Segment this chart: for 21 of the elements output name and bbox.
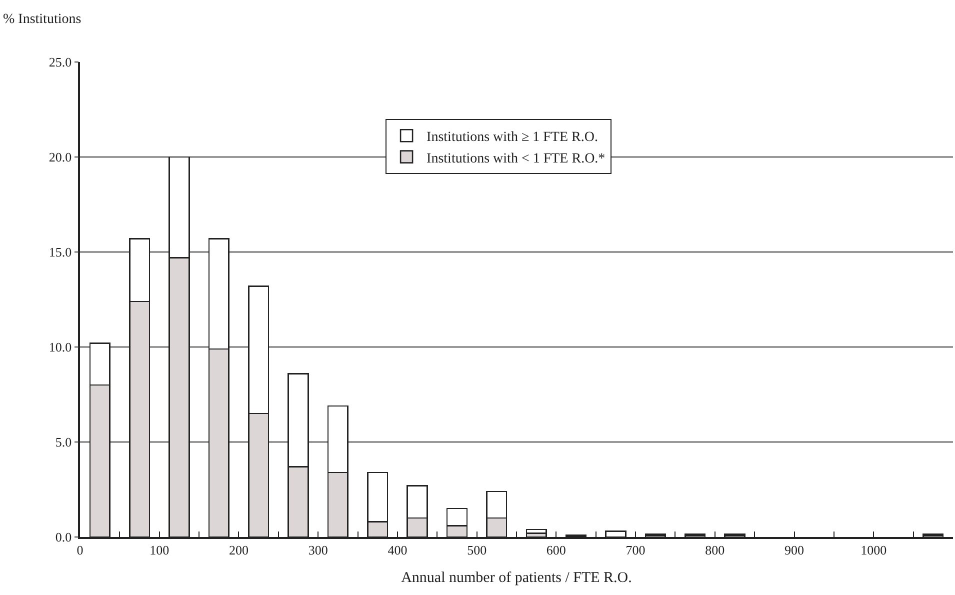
- legend-label: Institutions with < 1 FTE R.O.*: [426, 151, 606, 166]
- x-tick-label: 700: [626, 542, 646, 558]
- legend-label: Institutions with ≥ 1 FTE R.O.: [426, 130, 598, 146]
- x-tick-label: 600: [546, 542, 566, 558]
- x-tick-label: 0: [76, 542, 84, 558]
- y-tick-label: 10.0: [48, 340, 72, 355]
- x-axis-title: Annual number of patients / FTE R.O.: [401, 570, 632, 586]
- y-tick-label: 20.0: [48, 150, 72, 165]
- y-tick-label: 25.0: [48, 54, 72, 70]
- x-tick-label: 500: [467, 542, 487, 558]
- x-tick-label: 1000: [860, 542, 887, 558]
- x-tick-label: 800: [705, 542, 725, 558]
- y-tick-label: 0.0: [55, 530, 72, 545]
- x-tick-label: 200: [228, 542, 248, 558]
- x-tick-label: 300: [308, 542, 328, 558]
- y-tick-label: 15.0: [48, 244, 72, 260]
- y-axis-title: % Institutions: [3, 12, 82, 27]
- x-tick-label: 900: [784, 542, 804, 558]
- y-tick-label: 5.0: [55, 434, 72, 450]
- x-tick-label: 100: [150, 542, 170, 558]
- x-tick-label: 400: [388, 542, 408, 558]
